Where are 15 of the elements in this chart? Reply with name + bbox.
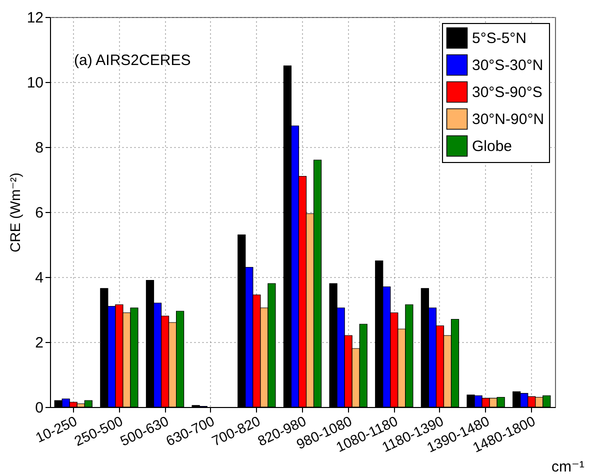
legend-label: 30°S-30°N (472, 57, 544, 74)
y-tick-label: 12 (26, 10, 44, 26)
legend-label: 30°N-90°N (472, 111, 544, 128)
annotation: (a) AIRS2CERES (74, 52, 191, 69)
y-tick-label: 0 (35, 400, 44, 416)
legend-label: 30°S-90°S (472, 84, 542, 101)
legend-label: 5°S-5°N (472, 30, 527, 47)
y-tick-label: 4 (35, 270, 44, 286)
y-tick-label: 8 (35, 140, 44, 156)
y-tick-label: 10 (26, 74, 44, 92)
y-tick-label: 6 (35, 204, 44, 222)
y-tick-label: 2 (35, 334, 44, 352)
y-axis-title: CRE (Wm⁻²) (6, 172, 23, 252)
legend-label: Globe (472, 138, 512, 155)
x-axis-title: cm⁻¹ (552, 458, 584, 475)
